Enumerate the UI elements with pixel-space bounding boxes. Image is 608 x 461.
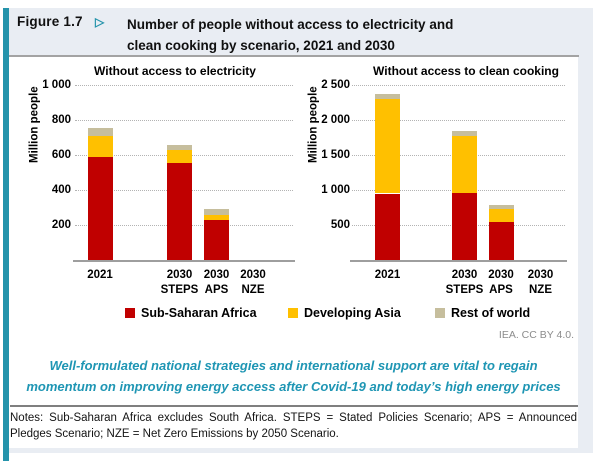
legend-swatch-icon — [435, 308, 445, 318]
legend-item: Developing Asia — [288, 306, 401, 320]
gridline — [75, 120, 293, 121]
bar-segment — [87, 156, 113, 260]
bar-segment — [167, 144, 192, 150]
y-tick-label: 1 500 — [321, 149, 350, 161]
x-axis-line — [73, 260, 295, 262]
legend-swatch-icon — [288, 308, 298, 318]
bar-segment — [167, 162, 192, 260]
gridline — [75, 85, 293, 86]
x-tick-label: 2030 STEPS — [433, 268, 497, 298]
legend-item: Sub-Saharan Africa — [125, 306, 257, 320]
figure-arrow-icon: ▷ — [95, 15, 105, 29]
x-axis-line — [350, 260, 567, 262]
x-tick-line: 2030 — [527, 269, 554, 281]
x-tick-line: 2021 — [374, 269, 401, 281]
y-tick-label: 400 — [51, 184, 71, 196]
y-tick-label: 1 000 — [321, 184, 350, 196]
x-tick-label: 2030 NZE — [509, 268, 573, 298]
x-tick-line: 2021 — [87, 269, 113, 281]
legend-label: Developing Asia — [304, 306, 401, 320]
y-tick-label: 800 — [51, 114, 71, 126]
x-tick-label: 2030 NZE — [221, 268, 285, 298]
bar-segment — [204, 219, 229, 260]
x-tick-label: 2030 APS — [469, 268, 533, 298]
charts-panel: Sub-Saharan Africa Developing Asia Rest of… — [9, 57, 578, 448]
y-tick-label: 1 000 — [42, 79, 71, 91]
x-tick-line: APS — [204, 284, 229, 296]
notes-text: Notes: Sub-Saharan Africa excludes South… — [10, 412, 577, 440]
chart-title: Without access to electricity — [94, 64, 256, 78]
x-tick-label: 2021 — [68, 268, 132, 283]
figure-subtitle: Well-formulated national strategies and … — [9, 355, 578, 397]
bar-segment — [375, 94, 400, 100]
bar-segment — [87, 127, 113, 136]
x-tick-line: 2030 — [166, 269, 193, 281]
bar-segment — [452, 192, 477, 260]
figure-box: Figure 1.7 ▷ Number of people without ac… — [3, 8, 593, 453]
chart-title: Without access to clean cooking — [373, 64, 559, 78]
x-tick-line: 2030 — [240, 269, 266, 281]
bar-segment — [204, 214, 229, 220]
figure-label: Figure 1.7 — [17, 14, 83, 29]
x-tick-line: 2030 — [203, 269, 230, 281]
bar-segment — [452, 130, 477, 136]
legend-item: Rest of world — [435, 306, 531, 320]
y-tick-label: 2 500 — [321, 79, 350, 91]
x-tick-line: 2030 — [451, 269, 478, 281]
x-tick-label: 2021 — [356, 268, 420, 283]
x-tick-line: NZE — [529, 284, 552, 296]
bar-segment — [87, 135, 113, 157]
x-tick-label: 2030 STEPS — [148, 268, 212, 298]
bar-segment — [375, 193, 400, 260]
figure-title-line-2: clean cooking by scenario, 2021 and 2030 — [127, 38, 395, 53]
license-credit: IEA. CC BY 4.0. — [498, 329, 574, 341]
bar-segment — [488, 221, 514, 260]
bar-segment — [204, 209, 229, 215]
y-tick-label: 600 — [51, 149, 71, 161]
legend-swatch-icon — [125, 308, 135, 318]
teal-accent-bar — [3, 8, 9, 461]
bar-segment — [375, 99, 400, 194]
bar-segment — [488, 205, 514, 210]
x-tick-line: APS — [489, 284, 513, 296]
notes-separator-line — [10, 405, 578, 407]
bar-segment — [452, 135, 477, 193]
title-separator-line — [9, 55, 579, 57]
x-tick-line: NZE — [241, 284, 265, 296]
bar-segment — [167, 149, 192, 163]
gridline — [352, 85, 565, 86]
bar-segment — [488, 209, 514, 222]
x-tick-label: 2030 APS — [185, 268, 249, 298]
x-tick-line: STEPS — [160, 284, 199, 296]
y-tick-label: 200 — [51, 219, 71, 231]
legend-label: Sub-Saharan Africa — [141, 306, 257, 320]
x-tick-line: STEPS — [445, 284, 484, 296]
legend-label: Rest of world — [451, 306, 531, 320]
y-tick-label: 2 000 — [321, 114, 350, 126]
gridline — [352, 120, 565, 121]
figure-subtitle-line-2: momentum on improving energy access afte… — [26, 379, 561, 394]
figure-title-line-1: Number of people without access to elect… — [127, 17, 454, 32]
figure-title: Number of people without access to elect… — [127, 14, 453, 56]
figure-subtitle-line-1: Well-formulated national strategies and … — [49, 358, 538, 373]
x-tick-line: 2030 — [488, 269, 514, 281]
y-tick-label: 500 — [330, 219, 350, 231]
